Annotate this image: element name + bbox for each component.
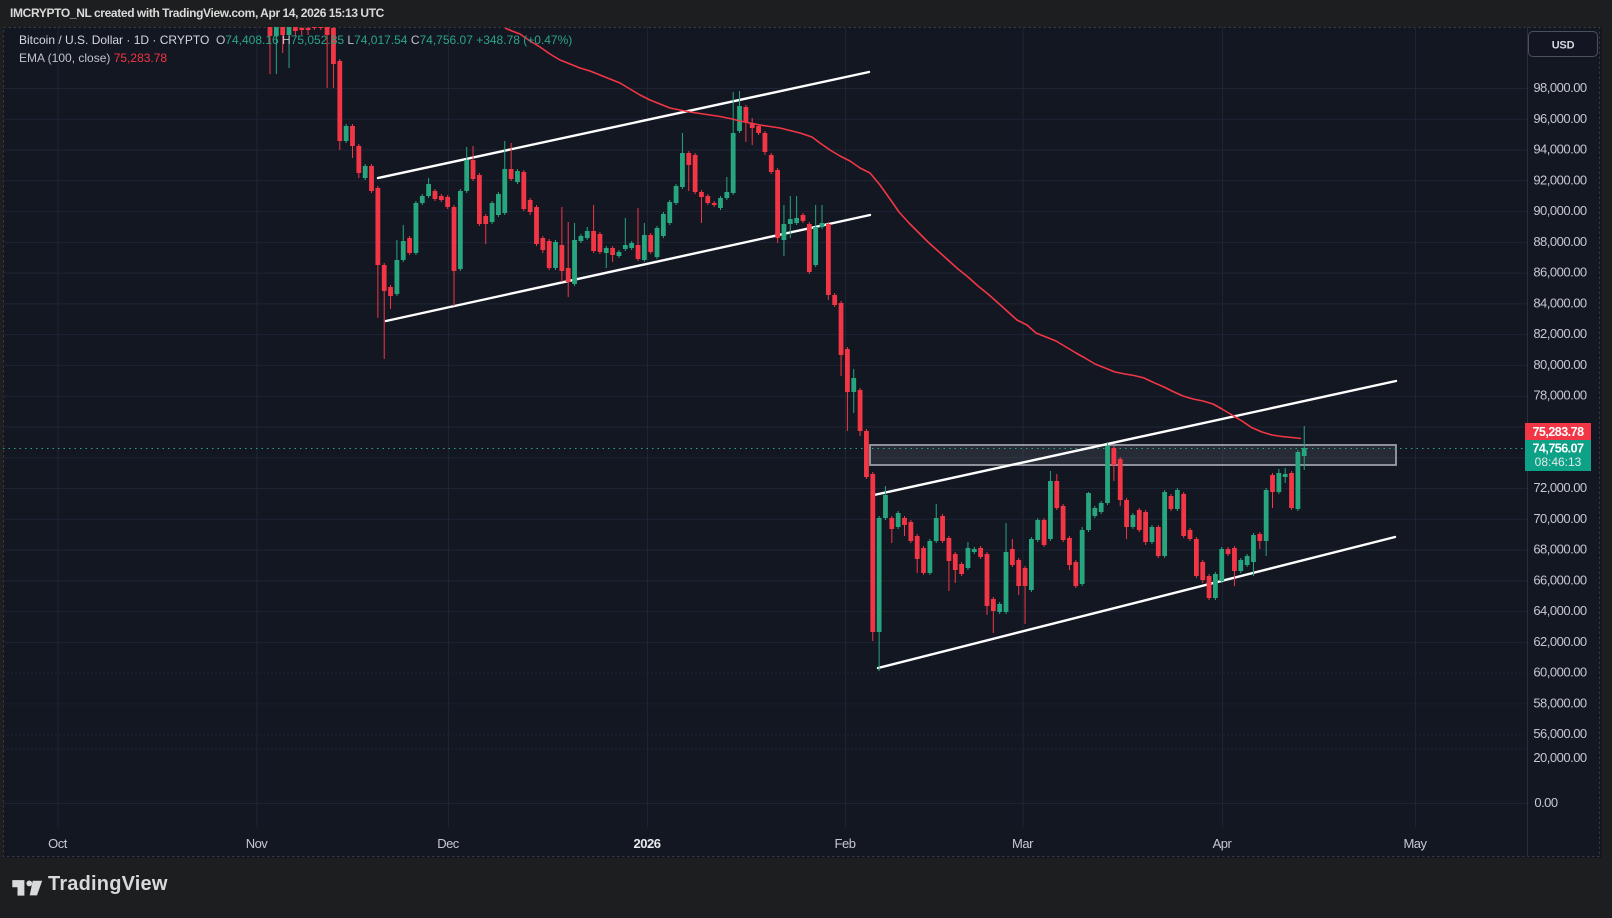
svg-text:08:46:13: 08:46:13 — [1535, 455, 1582, 469]
svg-text:Nov: Nov — [246, 836, 269, 851]
svg-text:80,000.00: 80,000.00 — [1533, 357, 1587, 372]
svg-text:Feb: Feb — [835, 836, 856, 851]
svg-text:84,000.00: 84,000.00 — [1533, 295, 1587, 310]
svg-text:62,000.00: 62,000.00 — [1533, 634, 1587, 649]
svg-text:20,000.00: 20,000.00 — [1533, 750, 1587, 765]
svg-text:Dec: Dec — [437, 836, 460, 851]
svg-text:75,283.78: 75,283.78 — [1532, 425, 1584, 439]
svg-text:May: May — [1403, 836, 1427, 851]
svg-text:90,000.00: 90,000.00 — [1533, 203, 1587, 218]
svg-text:88,000.00: 88,000.00 — [1533, 234, 1587, 249]
svg-text:60,000.00: 60,000.00 — [1533, 665, 1587, 680]
svg-text:86,000.00: 86,000.00 — [1533, 265, 1587, 280]
svg-text:82,000.00: 82,000.00 — [1533, 326, 1587, 341]
svg-text:Mar: Mar — [1012, 836, 1034, 851]
svg-text:0.00: 0.00 — [1534, 795, 1558, 810]
svg-text:96,000.00: 96,000.00 — [1533, 111, 1587, 126]
svg-text:USD: USD — [1552, 40, 1575, 52]
svg-text:92,000.00: 92,000.00 — [1533, 172, 1587, 187]
svg-text:68,000.00: 68,000.00 — [1533, 542, 1587, 557]
svg-text:98,000.00: 98,000.00 — [1533, 80, 1587, 95]
svg-text:70,000.00: 70,000.00 — [1533, 511, 1587, 526]
svg-text:74,756.07: 74,756.07 — [1532, 442, 1584, 456]
svg-text:2026: 2026 — [634, 836, 661, 851]
svg-text:66,000.00: 66,000.00 — [1533, 572, 1587, 587]
svg-text:64,000.00: 64,000.00 — [1533, 603, 1587, 618]
svg-text:94,000.00: 94,000.00 — [1533, 142, 1587, 157]
svg-text:Oct: Oct — [48, 836, 68, 851]
svg-text:78,000.00: 78,000.00 — [1533, 388, 1587, 403]
svg-text:56,000.00: 56,000.00 — [1533, 726, 1587, 741]
svg-text:72,000.00: 72,000.00 — [1533, 480, 1587, 495]
svg-text:58,000.00: 58,000.00 — [1533, 695, 1587, 710]
svg-text:Apr: Apr — [1213, 836, 1233, 851]
